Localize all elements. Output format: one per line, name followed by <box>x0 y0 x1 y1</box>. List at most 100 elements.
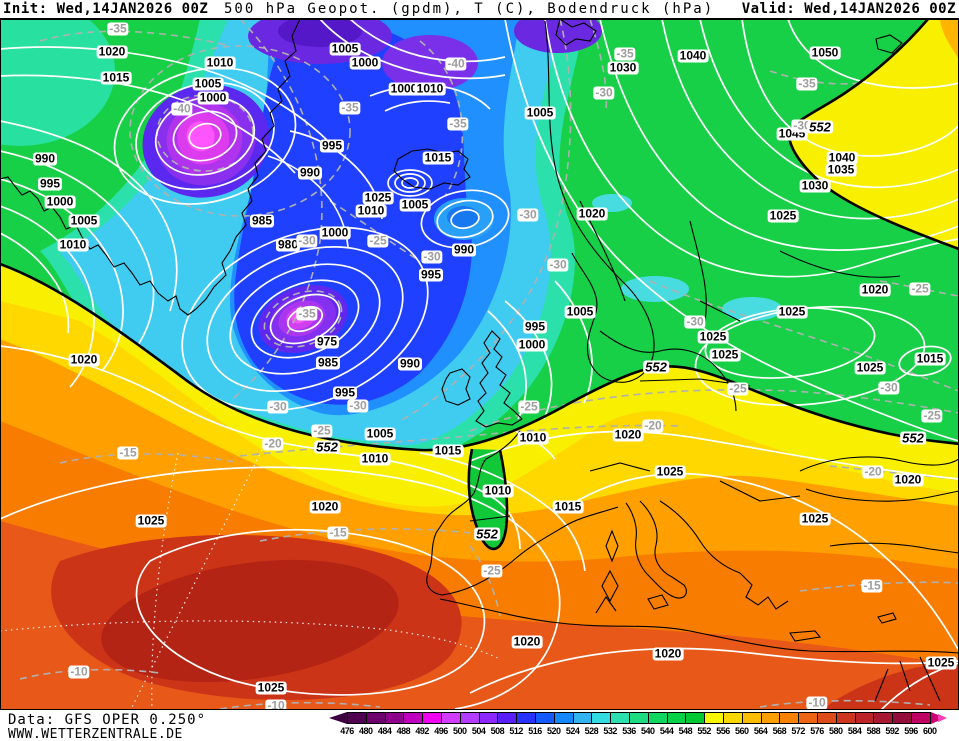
colorbar-tick: 584 <box>847 726 862 736</box>
pressure-label: 1000 <box>319 225 351 240</box>
colorbar-block <box>441 712 461 724</box>
pressure-label: 1020 <box>652 646 684 661</box>
temperature-label: -40 <box>171 101 193 116</box>
colorbar-block <box>422 712 442 724</box>
geopotential-colorbar: 476 480 484 488 492 496 500 504 508 512 516 520 524 5… <box>329 712 957 739</box>
temperature-label: -30 <box>878 380 900 395</box>
pressure-label: 1010 <box>517 430 549 445</box>
pressure-label: 985 <box>315 355 341 370</box>
chart-header: Init: Wed,14JAN2026 00Z 500 hPa Geopot. … <box>0 0 959 18</box>
colorbar-block <box>760 712 781 724</box>
colorbar-block <box>629 712 649 724</box>
pressure-label: 1015 <box>552 499 584 514</box>
pressure-label: 1000 <box>197 90 229 105</box>
temperature-label: -15 <box>117 445 139 460</box>
pressure-label: 1040 <box>677 48 709 63</box>
colorbar-block <box>403 712 424 724</box>
pressure-label: 1000 <box>388 81 420 96</box>
temperature-label: -25 <box>921 408 943 423</box>
pressure-label: 1010 <box>482 483 514 498</box>
colorbar-tick: 528 <box>584 726 599 736</box>
temperature-label: -25 <box>311 423 333 438</box>
pressure-label: 1020 <box>576 206 608 221</box>
pressure-label: 1025 <box>255 680 287 695</box>
colorbar-tick: 560 <box>735 726 749 736</box>
colorbar-block <box>741 712 762 724</box>
colorbar-block <box>873 712 894 724</box>
colorbar-tick: 492 <box>415 726 429 736</box>
pressure-label: 1020 <box>892 472 924 487</box>
colorbar-tick: 520 <box>547 726 561 736</box>
temperature-label: -20 <box>262 436 284 451</box>
colorbar-block <box>835 712 856 724</box>
temperature-label: -30 <box>347 398 369 413</box>
colorbar-block <box>365 712 386 724</box>
pressure-label: 1005 <box>192 76 224 91</box>
pressure-label: 1025 <box>767 208 799 223</box>
temperature-label: -10 <box>265 699 287 709</box>
colorbar-block <box>892 712 912 724</box>
temperature-label: -25 <box>727 381 749 396</box>
pressure-label: 1000 <box>44 194 76 209</box>
pressure-label: 1025 <box>709 347 741 362</box>
pressure-label: 1010 <box>57 237 89 252</box>
temperature-label: -30 <box>421 249 443 264</box>
colorbar-block <box>704 712 724 724</box>
pressure-label: 1020 <box>96 44 128 59</box>
pressure-label: 1020 <box>68 352 100 367</box>
geopotential-label: 552 <box>807 119 833 135</box>
chart-title: 500 hPa Geopot. (gpdm), T (C), Bodendruc… <box>224 1 715 17</box>
colorbar-tick: 488 <box>396 726 411 736</box>
colorbar-tick: 580 <box>829 726 843 736</box>
colorbar-tick: 564 <box>753 726 768 736</box>
colorbar-block <box>666 712 687 724</box>
pressure-label: 985 <box>249 213 275 228</box>
temperature-label: -25 <box>367 233 389 248</box>
colorbar-tick: 500 <box>453 726 467 736</box>
colorbar-tick: 596 <box>904 726 918 736</box>
pressure-label: 1005 <box>68 213 100 228</box>
pressure-label: 995 <box>37 176 63 191</box>
pressure-label: 1020 <box>612 427 644 442</box>
colorbar-tick: 524 <box>565 726 580 736</box>
weather-map: 1020 1015 1010 1005 1000 1005 1000 1000 1010 995 9… <box>0 18 959 710</box>
temperature-label: -35 <box>447 116 469 131</box>
colorbar-block <box>854 712 875 724</box>
geopotential-label: 552 <box>900 430 926 446</box>
colorbar-tick: 572 <box>791 726 805 736</box>
temperature-label: -35 <box>296 306 318 321</box>
colorbar-block <box>553 712 574 724</box>
colorbar-right-arrow-tip <box>937 714 947 722</box>
geopotential-label: 552 <box>643 359 669 375</box>
init-time-label: Init: Wed,14JAN2026 00Z <box>3 1 209 17</box>
pressure-label: 1015 <box>432 443 464 458</box>
colorbar-tick: 536 <box>622 726 636 736</box>
colorbar-tick: 508 <box>490 726 505 736</box>
colorbar-tick: 484 <box>377 726 392 736</box>
colorbar-block <box>478 712 499 724</box>
colorbar-tick: 588 <box>866 726 881 736</box>
temperature-label: -30 <box>547 257 569 272</box>
pressure-label: 990 <box>397 356 423 371</box>
pressure-label: 1010 <box>355 203 387 218</box>
pressure-label: 1025 <box>697 329 729 344</box>
pressure-label: 1010 <box>414 81 446 96</box>
pressure-label: 1005 <box>524 105 556 120</box>
pressure-label: 1020 <box>309 499 341 514</box>
pressure-label: 1035 <box>825 162 857 177</box>
colorbar-block <box>535 712 555 724</box>
pressure-label: 1025 <box>854 360 886 375</box>
pressure-label: 1015 <box>422 150 454 165</box>
temperature-label: -30 <box>296 233 318 248</box>
pressure-label: 990 <box>451 242 477 257</box>
colorbar-left-arrow <box>329 712 347 724</box>
pressure-label: 975 <box>314 334 340 349</box>
grid-lines <box>0 449 501 709</box>
colorbar-tick: 504 <box>471 726 486 736</box>
temperature-label: -25 <box>481 563 503 578</box>
temperature-label: -35 <box>339 100 361 115</box>
pressure-label: 1005 <box>564 304 596 319</box>
colorbar-block <box>610 712 630 724</box>
pressure-label: 1010 <box>359 451 391 466</box>
